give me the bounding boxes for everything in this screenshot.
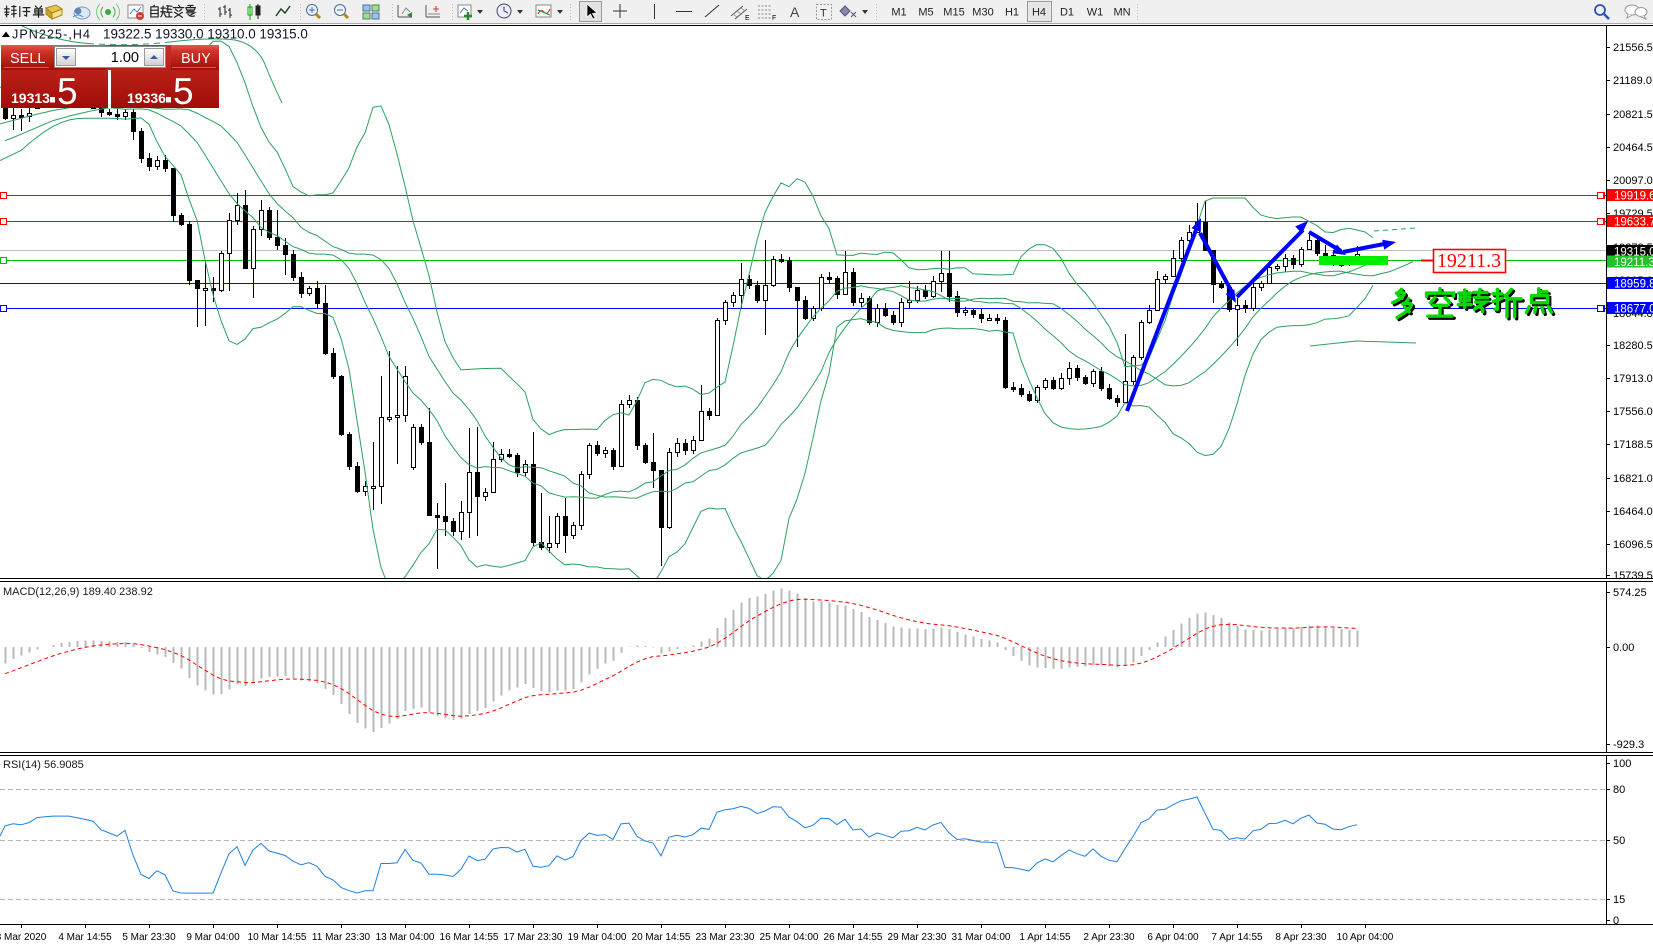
svg-text:19633.7: 19633.7 xyxy=(1614,217,1653,229)
svg-text:23 Mar 23:30: 23 Mar 23:30 xyxy=(696,932,755,943)
svg-text:-929.3: -929.3 xyxy=(1613,739,1644,751)
svg-text:20097.0: 20097.0 xyxy=(1613,175,1653,187)
svg-text:3 Mar 2020: 3 Mar 2020 xyxy=(0,932,47,943)
svg-text:16096.5: 16096.5 xyxy=(1613,539,1653,551)
svg-text:50: 50 xyxy=(1613,835,1625,847)
svg-text:M1: M1 xyxy=(891,7,906,19)
svg-text:18959.8: 18959.8 xyxy=(1614,279,1653,291)
svg-text:21189.0: 21189.0 xyxy=(1613,75,1652,87)
svg-text:1.00: 1.00 xyxy=(111,50,139,66)
svg-text:M15: M15 xyxy=(943,7,964,19)
svg-text:15: 15 xyxy=(1613,894,1625,906)
svg-text:574.25: 574.25 xyxy=(1613,587,1647,599)
svg-text:19313: 19313 xyxy=(11,90,50,106)
svg-text:25 Mar 04:00: 25 Mar 04:00 xyxy=(760,932,819,943)
svg-text:2 Apr 23:30: 2 Apr 23:30 xyxy=(1083,932,1135,943)
svg-text:18280.5: 18280.5 xyxy=(1613,340,1653,352)
svg-text:15739.5: 15739.5 xyxy=(1613,570,1653,582)
svg-text:8 Apr 23:30: 8 Apr 23:30 xyxy=(1275,932,1327,943)
svg-text:H1: H1 xyxy=(1005,7,1019,19)
svg-text:21556.5: 21556.5 xyxy=(1613,42,1653,54)
svg-text:7 Apr 14:55: 7 Apr 14:55 xyxy=(1211,932,1263,943)
svg-text:29 Mar 23:30: 29 Mar 23:30 xyxy=(888,932,947,943)
svg-text:M30: M30 xyxy=(972,7,993,19)
svg-text:SELL: SELL xyxy=(10,51,45,67)
svg-text:10 Mar 14:55: 10 Mar 14:55 xyxy=(248,932,307,943)
svg-text:JPN225-,H4: JPN225-,H4 xyxy=(12,28,91,42)
svg-text:19211.3: 19211.3 xyxy=(1614,257,1653,269)
svg-text:W1: W1 xyxy=(1087,7,1104,19)
svg-text:0: 0 xyxy=(1613,915,1619,927)
svg-text:10 Apr 04:00: 10 Apr 04:00 xyxy=(1337,932,1394,943)
svg-text:20821.5: 20821.5 xyxy=(1613,109,1653,121)
svg-text:T: T xyxy=(820,8,827,20)
svg-text:A: A xyxy=(790,4,800,20)
svg-text:31 Mar 04:00: 31 Mar 04:00 xyxy=(952,932,1011,943)
svg-text:RSI(14) 56.9085: RSI(14) 56.9085 xyxy=(3,759,84,771)
svg-text:H4: H4 xyxy=(1032,7,1046,19)
svg-text:5: 5 xyxy=(173,71,194,112)
svg-text:19322.5 19330.0 19310.0 19315.: 19322.5 19330.0 19310.0 19315.0 xyxy=(103,27,308,42)
svg-text:F: F xyxy=(772,15,776,22)
svg-text:6 Apr 04:00: 6 Apr 04:00 xyxy=(1147,932,1199,943)
svg-text:E: E xyxy=(745,15,750,22)
svg-text:17 Mar 23:30: 17 Mar 23:30 xyxy=(504,932,563,943)
svg-text:19919.6: 19919.6 xyxy=(1614,191,1653,203)
svg-text:20464.5: 20464.5 xyxy=(1613,142,1653,154)
svg-text:17556.0: 17556.0 xyxy=(1613,406,1653,418)
svg-text:26 Mar 14:55: 26 Mar 14:55 xyxy=(824,932,883,943)
svg-text:5: 5 xyxy=(57,71,78,112)
svg-text:20 Mar 14:55: 20 Mar 14:55 xyxy=(632,932,691,943)
svg-text:16821.0: 16821.0 xyxy=(1613,473,1653,485)
svg-text:11 Mar 23:30: 11 Mar 23:30 xyxy=(312,932,371,943)
svg-text:D1: D1 xyxy=(1060,7,1074,19)
svg-text:80: 80 xyxy=(1613,784,1625,796)
svg-text:16 Mar 14:55: 16 Mar 14:55 xyxy=(440,932,499,943)
svg-text:M5: M5 xyxy=(918,7,933,19)
svg-text:9 Mar 04:00: 9 Mar 04:00 xyxy=(186,932,240,943)
svg-text:17188.5: 17188.5 xyxy=(1613,439,1653,451)
svg-text:19336: 19336 xyxy=(127,90,166,106)
svg-text:19211.3: 19211.3 xyxy=(1437,250,1501,272)
svg-text:BUY: BUY xyxy=(181,51,211,67)
svg-text:16464.0: 16464.0 xyxy=(1613,506,1653,518)
svg-text:MN: MN xyxy=(1113,7,1130,19)
svg-text:19 Mar 04:00: 19 Mar 04:00 xyxy=(568,932,627,943)
svg-text:100: 100 xyxy=(1613,758,1631,770)
svg-text:13 Mar 04:00: 13 Mar 04:00 xyxy=(376,932,435,943)
svg-text:4 Mar 14:55: 4 Mar 14:55 xyxy=(58,932,112,943)
svg-text:MACD(12,26,9) 189.40 238.92: MACD(12,26,9) 189.40 238.92 xyxy=(3,586,153,598)
svg-text:1 Apr 14:55: 1 Apr 14:55 xyxy=(1019,932,1071,943)
svg-text:17913.0: 17913.0 xyxy=(1613,373,1653,385)
svg-text:0.00: 0.00 xyxy=(1613,642,1634,654)
svg-text:5 Mar 23:30: 5 Mar 23:30 xyxy=(122,932,176,943)
svg-text:18677.0: 18677.0 xyxy=(1614,304,1653,316)
